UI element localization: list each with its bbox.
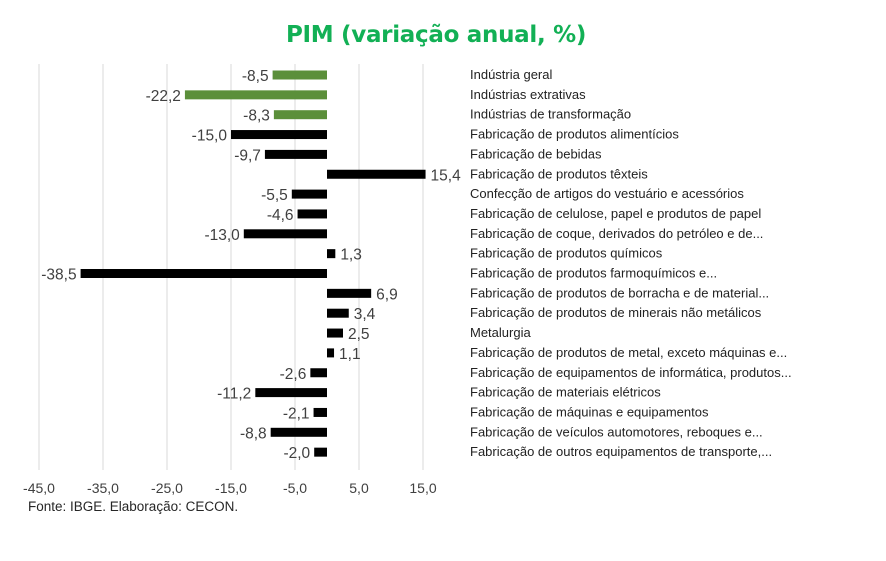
bar [314,447,327,457]
bar [327,328,343,338]
category-label: Fabricação de veículos automotores, rebo… [470,424,763,439]
bar [184,90,327,100]
category-label: Fabricação de coque, derivados do petról… [470,226,763,241]
data-label: -13,0 [204,227,240,244]
category-label: Fabricação de materiais elétricos [470,385,661,400]
value-labels: -8,5 -22,2 -8,3 -15,0 -9,7 15,4 -5,5 -4,6 -13,0 1… [41,68,461,462]
category-label: Fabricação de bebidas [470,146,602,161]
bar [327,249,336,259]
bar [327,169,426,179]
data-label: 1,1 [339,346,361,363]
bar [327,288,372,298]
category-label: Fabricação de produtos alimentícios [470,127,679,142]
x-tick-label: -5,0 [283,480,307,496]
category-label: Fabricação de produtos de borracha e de … [470,285,769,300]
category-label: Fabricação de produtos de metal, exceto … [470,345,787,360]
category-label: Indústrias extrativas [470,87,586,102]
gridlines [38,64,424,470]
data-label: -4,6 [267,207,294,224]
bar [273,110,327,120]
category-label: Indústria geral [470,67,552,82]
bar [310,368,327,378]
bar [297,209,327,219]
chart-title: PIM (variação anual, %) [285,22,587,48]
source-note: Fonte: IBGE. Elaboração: CECON. [28,499,239,514]
x-tick-label: -25,0 [151,480,183,496]
data-label: -9,7 [234,147,261,164]
x-tick-label: 15,0 [409,480,436,496]
data-label: -2,0 [283,445,310,462]
data-label: -2,1 [283,405,310,422]
bar [291,189,327,199]
bar [264,149,327,159]
category-label: Fabricação de equipamentos de informátic… [470,365,792,380]
category-label: Confecção de artigos do vestuário e aces… [470,186,744,201]
x-tick-label: -45,0 [23,480,55,496]
data-label: -22,2 [146,88,181,105]
bar [231,130,327,140]
data-label: 6,9 [376,286,398,303]
bars [80,70,426,457]
category-label: Metalurgia [470,325,531,340]
bar [270,427,327,437]
data-label: -8,8 [240,425,267,442]
data-label: 3,4 [354,306,376,323]
category-labels: Indústria geral Indústrias extrativas Indú… [470,67,792,459]
category-label: Indústrias de transformação [470,107,631,122]
data-label: 15,4 [431,167,462,184]
category-label: Fabricação de produtos químicos [470,246,663,261]
data-label: -5,5 [261,187,288,204]
data-label: -15,0 [192,128,228,145]
category-label: Fabricação de produtos têxteis [470,166,648,181]
bar [80,269,327,278]
x-tick-label: -35,0 [87,480,119,496]
data-label: 2,5 [348,326,370,343]
data-label: -8,5 [242,68,269,85]
bar [272,70,327,80]
data-label: -11,2 [217,386,251,403]
category-label: Fabricação de produtos farmoquímicos e..… [470,266,717,281]
data-label: -8,3 [243,108,270,125]
category-label: Fabricação de produtos de minerais não m… [470,305,762,320]
category-label: Fabricação de celulose, papel e produtos… [470,206,761,221]
category-label: Fabricação de máquinas e equipamentos [470,404,709,419]
x-tick-label: 5,0 [349,480,369,496]
bar [313,407,327,417]
x-tick-label: -15,0 [215,480,247,496]
bar [327,308,349,318]
bar [243,229,327,239]
bar [255,388,327,398]
x-axis-ticks: -45,0 -35,0 -25,0 -15,0 -5,0 5,0 15,0 [23,480,437,496]
data-label: -2,6 [280,366,307,383]
bar [327,348,335,358]
data-label: -38,5 [41,267,76,284]
category-label: Fabricação de outros equipamentos de tra… [470,444,772,459]
data-label: 1,3 [340,247,362,264]
